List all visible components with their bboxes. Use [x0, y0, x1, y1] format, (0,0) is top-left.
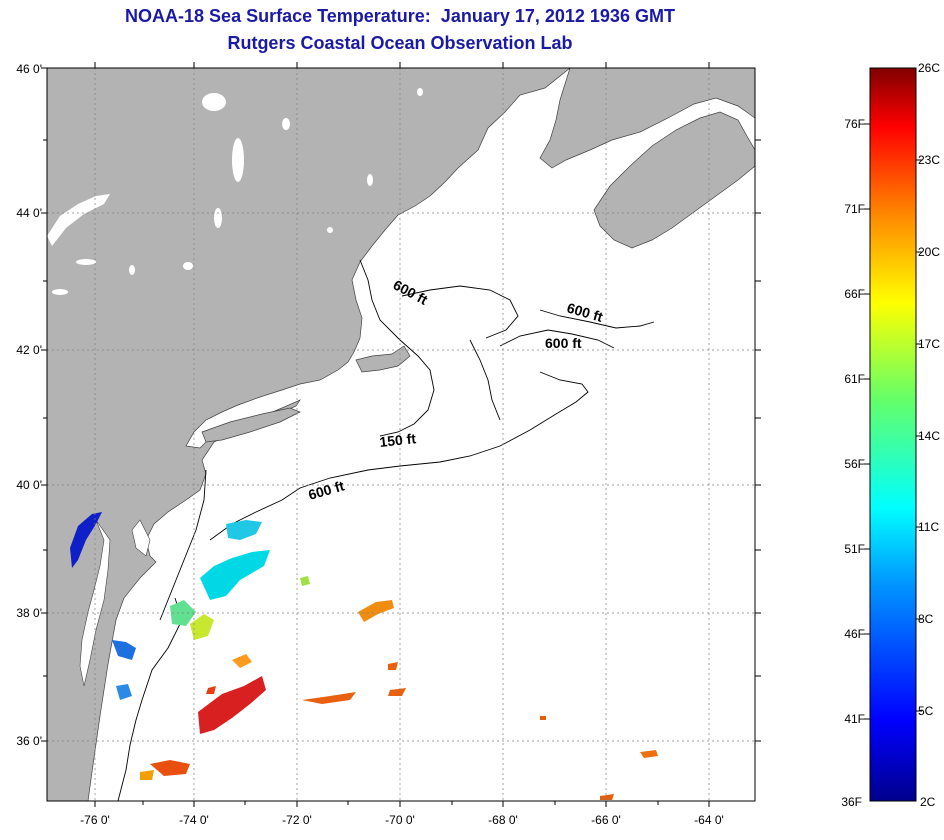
- colorbar-label-41f: 41F: [844, 712, 865, 726]
- lat-label-46: 46 0': [16, 62, 42, 76]
- temperature-colorbar: [869, 67, 917, 802]
- lon-label-76: -76 0': [80, 813, 110, 827]
- lat-label-44: 44 0': [16, 206, 42, 220]
- colorbar-label-76f: 76F: [844, 117, 865, 131]
- land-us-mainland: [47, 68, 571, 801]
- colorbar-label-23c: 23C: [918, 153, 940, 167]
- lon-label-66: -66 0': [591, 813, 621, 827]
- lon-label-68: -68 0': [488, 813, 518, 827]
- colorbar-label-8c: 8C: [918, 612, 934, 626]
- land-new-brunswick: [539, 68, 755, 169]
- map-frame: [46, 67, 756, 802]
- lon-label-72: -72 0': [282, 813, 312, 827]
- lat-label-36: 36 0': [16, 734, 42, 748]
- map-ticks: [41, 62, 761, 807]
- colorbar-label-46f: 46F: [844, 627, 865, 641]
- colorbar-label-56f: 56F: [844, 457, 865, 471]
- map-title: NOAA-18 Sea Surface Temperature: January…: [125, 6, 675, 26]
- lat-label-42: 42 0': [16, 343, 42, 357]
- land-cape-cod: [355, 345, 411, 373]
- colorbar-label-36f: 36F: [841, 795, 862, 809]
- lat-label-38: 38 0': [16, 606, 42, 620]
- colorbar-label-17c: 17C: [918, 337, 940, 351]
- depth-label-600-georges: 600 ft: [545, 335, 582, 351]
- lon-label-74: -74 0': [179, 813, 209, 827]
- colorbar-label-14c: 14C: [918, 429, 940, 443]
- lon-label-70: -70 0': [385, 813, 415, 827]
- colorbar-label-20c: 20C: [918, 245, 940, 259]
- lat-label-40: 40 0': [16, 478, 42, 492]
- depth-contours: [117, 259, 655, 801]
- inland-lakes: [47, 88, 423, 295]
- colorbar-ticks: [864, 123, 922, 720]
- colorbar-label-66f: 66F: [844, 287, 865, 301]
- land-long-island: [201, 407, 301, 443]
- colorbar-label-26c: 26C: [918, 61, 940, 75]
- depth-label-150: 150 ft: [379, 430, 417, 450]
- colorbar-label-51f: 51F: [844, 542, 865, 556]
- colorbar-label-2c: 2C: [920, 795, 936, 809]
- land-nova-scotia: [593, 111, 755, 249]
- colorbar-label-61f: 61F: [844, 372, 865, 386]
- colorbar-label-71f: 71F: [844, 202, 865, 216]
- map-subtitle: Rutgers Coastal Ocean Observation Lab: [227, 33, 573, 53]
- colorbar-label-5c: 5C: [918, 704, 934, 718]
- lon-label-64: -64 0': [694, 813, 724, 827]
- map-grid: [47, 68, 755, 801]
- delaware-bay: [131, 519, 151, 557]
- colorbar-label-11c: 11C: [918, 520, 939, 534]
